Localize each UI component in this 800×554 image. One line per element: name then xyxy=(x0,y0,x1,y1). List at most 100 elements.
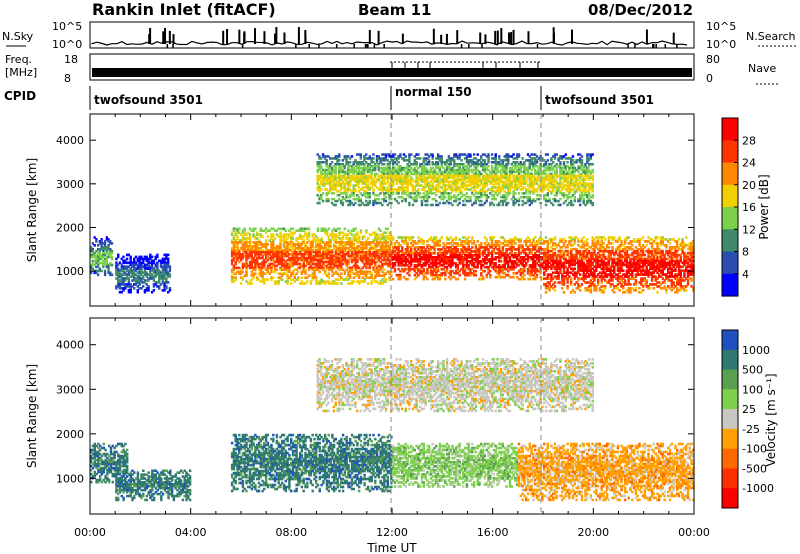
range-time-cell xyxy=(640,247,643,251)
range-time-cell xyxy=(102,253,105,257)
range-time-cell xyxy=(315,249,318,252)
range-time-cell xyxy=(390,262,393,266)
range-time-cell xyxy=(165,257,168,261)
range-time-cell xyxy=(467,260,470,263)
range-time-cell xyxy=(381,278,384,281)
range-time-cell xyxy=(238,254,241,258)
range-time-cell xyxy=(519,260,522,263)
range-time-cell xyxy=(589,267,593,271)
range-time-cell xyxy=(334,229,338,232)
range-time-cell xyxy=(243,262,246,266)
range-time-cell xyxy=(393,244,397,247)
range-time-cell xyxy=(670,255,673,259)
range-time-cell xyxy=(415,271,418,275)
range-time-cell xyxy=(478,262,481,265)
range-time-cell xyxy=(656,236,659,239)
range-time-cell xyxy=(266,250,270,254)
range-time-cell xyxy=(609,285,612,288)
range-time-cell xyxy=(161,259,164,263)
range-time-cell xyxy=(445,269,449,273)
range-time-cell xyxy=(272,252,275,256)
range-time-cell xyxy=(658,259,661,263)
range-time-cell xyxy=(661,249,664,253)
range-time-cell xyxy=(537,246,540,249)
range-time-cell xyxy=(259,247,262,250)
range-time-cell xyxy=(508,240,512,243)
range-time-cell xyxy=(528,238,531,241)
range-time-cell xyxy=(230,276,234,279)
range-time-cell xyxy=(595,236,598,239)
range-time-cell xyxy=(120,263,123,267)
range-time-cell xyxy=(277,280,280,283)
range-time-cell xyxy=(431,271,434,275)
range-time-cell xyxy=(476,254,479,257)
range-time-cell xyxy=(552,271,555,274)
range-time-cell xyxy=(327,249,330,252)
range-time-cell xyxy=(649,263,652,267)
range-time-cell xyxy=(503,238,506,241)
range-time-cell xyxy=(614,263,618,267)
range-time-cell xyxy=(456,250,460,253)
range-time-cell xyxy=(370,276,373,279)
range-time-cell xyxy=(553,275,557,278)
range-time-cell xyxy=(641,253,645,257)
range-time-cell xyxy=(519,252,522,255)
range-time-cell xyxy=(324,245,327,248)
range-time-cell xyxy=(465,254,469,257)
range-time-cell xyxy=(406,246,409,249)
range-time-cell xyxy=(349,274,352,277)
range-time-cell xyxy=(273,260,277,264)
range-time-cell xyxy=(593,269,596,272)
range-time-cell xyxy=(463,248,467,251)
range-time-cell xyxy=(374,233,377,236)
range-time-cell xyxy=(647,236,650,239)
range-time-cell xyxy=(259,241,262,244)
range-time-cell xyxy=(458,269,461,273)
range-time-cell xyxy=(478,244,481,247)
range-time-cell xyxy=(325,250,329,254)
range-time-cell xyxy=(672,238,675,241)
range-time-cell xyxy=(358,237,361,240)
range-time-cell xyxy=(327,266,330,270)
range-time-cell xyxy=(281,278,284,281)
range-time-cell xyxy=(290,252,293,256)
range-time-cell xyxy=(516,275,519,279)
range-time-cell xyxy=(638,291,641,294)
range-time-cell xyxy=(136,281,139,284)
range-time-cell xyxy=(501,250,505,253)
range-time-cell xyxy=(372,268,375,272)
range-time-cell xyxy=(559,259,562,263)
range-time-cell xyxy=(117,273,120,276)
range-time-cell xyxy=(316,282,320,285)
range-time-cell xyxy=(336,227,339,231)
range-time-cell xyxy=(266,266,270,270)
range-time-cell xyxy=(447,256,451,259)
range-time-cell xyxy=(471,271,474,275)
range-time-cell xyxy=(467,273,470,277)
range-time-cell xyxy=(243,254,246,258)
range-time-cell xyxy=(562,244,566,247)
range-time-cell xyxy=(125,265,129,268)
range-time-cell xyxy=(602,291,605,294)
range-time-cell xyxy=(297,237,300,240)
range-time-cell xyxy=(143,273,147,276)
range-time-cell xyxy=(498,246,501,249)
range-time-cell xyxy=(435,265,438,269)
range-time-cell xyxy=(505,258,508,261)
range-time-cell xyxy=(419,258,422,261)
range-time-cell xyxy=(304,231,307,234)
range-time-cell xyxy=(451,258,454,261)
range-time-cell xyxy=(129,287,132,290)
range-time-cell xyxy=(136,259,139,263)
range-time-cell xyxy=(649,267,652,271)
noise-tick-top-left: 10^5 xyxy=(52,20,82,33)
range-time-cell xyxy=(561,275,564,278)
range-time-cell xyxy=(142,259,145,263)
range-time-cell xyxy=(366,266,370,270)
range-time-cell xyxy=(613,269,616,272)
range-time-cell xyxy=(625,269,629,272)
range-time-cell xyxy=(374,274,377,277)
range-time-cell xyxy=(465,248,469,251)
range-time-cell xyxy=(381,264,384,268)
range-time-cell xyxy=(402,242,406,245)
